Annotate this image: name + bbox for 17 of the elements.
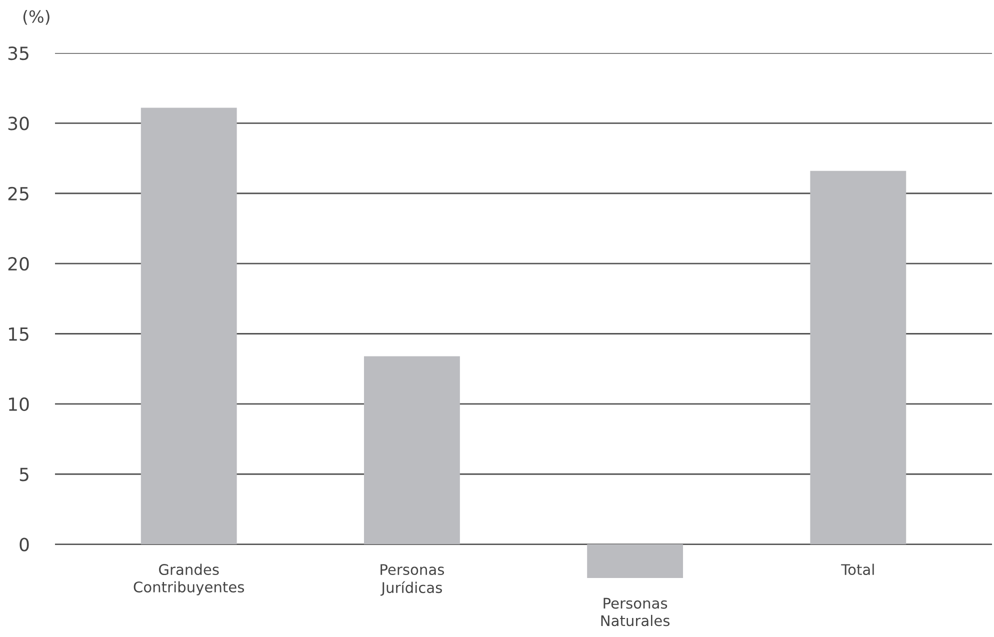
bar <box>587 544 684 578</box>
y-tick-label: 5 <box>20 468 28 482</box>
y-tick-label: 35 <box>8 46 28 60</box>
y-axis-title: (%) <box>23 10 50 25</box>
x-tick-label: Personas Naturales <box>601 598 670 626</box>
bar <box>810 170 906 544</box>
bar <box>364 356 460 544</box>
y-tick-label: 20 <box>8 257 29 271</box>
x-tick-label: Grandes Contribuyentes <box>134 564 244 596</box>
y-tick-label: 15 <box>9 327 28 341</box>
y-tick-label: 0 <box>20 538 29 552</box>
x-tick-label: Total <box>841 564 874 576</box>
x-tick-label: Personas Jurídicas <box>380 564 444 596</box>
bar <box>140 108 237 544</box>
y-tick-label: 30 <box>8 116 29 130</box>
y-tick-label: 10 <box>9 397 29 412</box>
y-tick-label: 25 <box>8 186 28 200</box>
